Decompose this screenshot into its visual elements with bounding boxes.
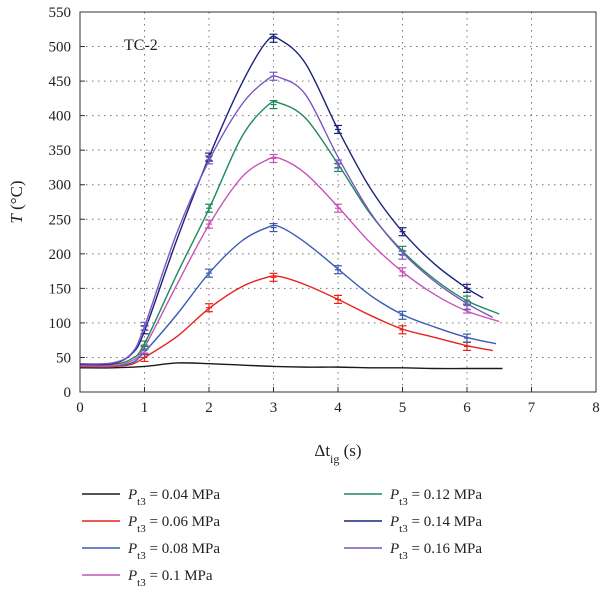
- legend: Pt3 = 0.04 MPa Pt3 = 0.06 MPa Pt3 = 0.08 M…: [82, 487, 482, 589]
- legend-label: Pt3 = 0.08 MPa: [127, 541, 220, 562]
- error-bar-marker: [463, 283, 471, 293]
- error-bar-marker: [334, 124, 342, 135]
- legend-label: Pt3 = 0.14 MPa: [389, 514, 482, 535]
- legend-item: Pt3 = 0.1 MPa: [82, 568, 213, 589]
- y-tick-label: 350: [49, 143, 72, 159]
- error-bar-marker: [334, 265, 342, 275]
- y-axis-title: T (°C): [7, 180, 26, 223]
- x-axis-title-sub: ig: [330, 452, 339, 466]
- legend-item: Pt3 = 0.04 MPa: [82, 487, 220, 508]
- x-axis-title: Δtig (s): [314, 441, 361, 466]
- error-bar-marker: [334, 203, 342, 213]
- x-tick-label: 2: [205, 400, 213, 416]
- x-tick-label: 0: [76, 400, 84, 416]
- plot-frame: [79, 11, 597, 393]
- legend-label: Pt3 = 0.06 MPa: [127, 514, 220, 535]
- error-bar-marker: [205, 303, 213, 313]
- y-tick-label: 550: [49, 5, 72, 21]
- legend-item: Pt3 = 0.14 MPa: [344, 514, 482, 535]
- x-tick-label: 7: [528, 400, 536, 416]
- y-tick-label: 400: [49, 109, 72, 125]
- x-axis-title-unit: (s): [339, 441, 361, 460]
- series-1: [79, 272, 493, 368]
- series-line: [79, 156, 500, 367]
- error-bar-marker: [269, 71, 278, 81]
- error-bar-marker: [205, 155, 213, 165]
- y-tick-label: 500: [49, 40, 72, 56]
- tick-labels: 0 1 2 3 4 5 6 7 8 0 50 100 150 200 250 300 350 400 450 500 5…: [49, 5, 600, 416]
- legend-label: Pt3 = 0.12 MPa: [389, 487, 482, 508]
- error-bar-marker: [334, 159, 342, 169]
- error-bar-marker: [334, 294, 342, 305]
- y-tick-label: 250: [49, 212, 72, 228]
- legend-item: Pt3 = 0.08 MPa: [82, 541, 220, 562]
- legend-label: Pt3 = 0.04 MPa: [127, 487, 220, 508]
- series-0: [79, 362, 503, 370]
- x-tick-label: 1: [141, 400, 149, 416]
- x-tick-label: 8: [592, 400, 600, 416]
- x-tick-label: 6: [463, 400, 471, 416]
- y-tick-label: 450: [49, 74, 72, 90]
- series-5: [79, 33, 484, 366]
- error-bar-marker: [140, 321, 149, 331]
- y-tick-label: 300: [49, 178, 72, 194]
- error-bar-marker: [463, 333, 471, 343]
- y-tick-label: 150: [49, 281, 72, 297]
- panel-label: TC-2: [124, 37, 158, 54]
- error-bar-marker: [205, 268, 213, 278]
- legend-item: Pt3 = 0.12 MPa: [344, 487, 482, 508]
- series-2: [79, 222, 497, 367]
- y-tick-label: 100: [49, 316, 72, 332]
- series-line: [79, 35, 484, 366]
- y-axis-title-main: T: [7, 213, 26, 224]
- legend-item: Pt3 = 0.16 MPa: [344, 541, 482, 562]
- series-line: [79, 75, 494, 365]
- legend-label: Pt3 = 0.1 MPa: [127, 568, 213, 589]
- error-bar-marker: [269, 272, 278, 282]
- legend-label: Pt3 = 0.16 MPa: [389, 541, 482, 562]
- error-bar-marker: [398, 310, 407, 320]
- error-bar-marker: [269, 99, 278, 110]
- error-bar-marker: [205, 203, 213, 213]
- error-bar-marker: [463, 341, 471, 351]
- error-bar-marker: [269, 33, 278, 43]
- error-bar-marker: [269, 153, 278, 164]
- error-bar-marker: [398, 227, 407, 237]
- error-bar-marker: [205, 219, 213, 229]
- series-line: [79, 100, 500, 366]
- error-bar-marker: [269, 222, 278, 233]
- y-tick-label: 0: [64, 385, 72, 401]
- x-tick-label: 4: [334, 400, 342, 416]
- error-bar-marker: [398, 325, 407, 335]
- grid: [80, 12, 596, 392]
- y-tick-label: 200: [49, 247, 72, 263]
- series-6: [79, 71, 494, 365]
- series-layer: [79, 33, 503, 370]
- x-axis-title-main: Δt: [314, 441, 330, 460]
- axes: [79, 11, 597, 393]
- y-axis-title-unit: (°C): [7, 180, 26, 214]
- error-bar-marker: [463, 301, 471, 311]
- y-tick-label: 50: [56, 350, 71, 366]
- error-bar-marker: [140, 340, 149, 350]
- x-tick-label: 3: [270, 400, 278, 416]
- legend-item: Pt3 = 0.06 MPa: [82, 514, 220, 535]
- series-line: [79, 362, 503, 370]
- error-bar-marker: [398, 250, 407, 260]
- x-tick-label: 5: [399, 400, 407, 416]
- error-bar-marker: [398, 267, 407, 277]
